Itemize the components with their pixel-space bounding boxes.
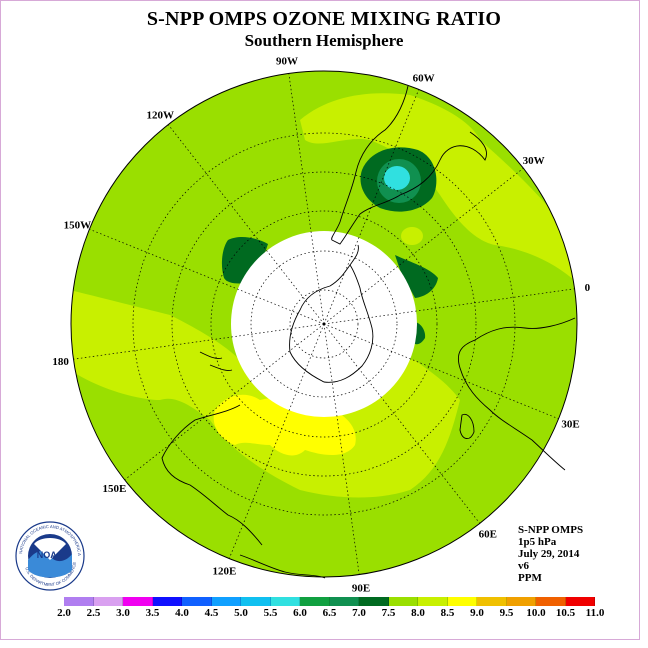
color-tick-label: 2.5: [86, 607, 101, 619]
coastline-southeast-asia: [239, 554, 326, 579]
color-swatch: [565, 597, 595, 606]
color-swatch: [359, 597, 389, 606]
color-tick-label: 7.5: [381, 607, 396, 619]
color-tick-label: 2.0: [57, 607, 71, 619]
color-tick-label: 4.5: [204, 607, 219, 619]
color-tick-label: 6.5: [322, 607, 337, 619]
color-swatch: [64, 597, 94, 606]
color-scale-bar: [64, 597, 595, 606]
info-units: PPM: [518, 572, 542, 584]
longitude-label: 180: [52, 356, 69, 368]
coastline-antarctic-peninsula: [349, 244, 359, 266]
color-tick-label: 10.5: [555, 607, 576, 619]
color-tick-label: 3.5: [145, 607, 160, 619]
color-swatch: [329, 597, 359, 606]
color-swatch: [477, 597, 507, 606]
color-tick-label: 10.0: [526, 607, 546, 619]
field-region-small: [401, 227, 423, 245]
longitude-label: 30E: [561, 419, 579, 431]
color-swatch: [388, 597, 418, 606]
longitude-label: 90W: [276, 56, 298, 68]
latitude-grid: [132, 132, 516, 516]
color-swatch: [182, 597, 212, 606]
coastline-new-zealand: [199, 351, 233, 371]
color-swatch: [536, 597, 566, 606]
info-version: v6: [518, 560, 529, 572]
coastline-africa: [457, 317, 576, 471]
color-swatch: [152, 597, 182, 606]
coastline-south-america: [331, 85, 487, 245]
coastlines: [161, 85, 576, 579]
color-swatch: [123, 597, 153, 606]
color-tick-label: 7.0: [352, 607, 366, 619]
longitude-label: 120E: [212, 566, 236, 578]
longitude-label: 0: [585, 282, 591, 294]
noaa-logo: NATIONAL OCEANIC AND ATMOSPHERIC ADMINIS…: [14, 520, 85, 591]
color-tick-label: 8.0: [411, 607, 425, 619]
info-pressure: 1p5 hPa: [518, 536, 557, 548]
color-tick-label: 8.5: [440, 607, 455, 619]
color-tick-label: 5.0: [234, 607, 248, 619]
color-swatch: [506, 597, 536, 606]
color-swatch: [93, 597, 123, 606]
longitude-label: 60E: [479, 529, 497, 541]
color-scale-ticks: 2.0 2.5 3.0 3.5 4.0 4.5 5.0 5.5 6.0 6.5 7.0 7.5 8.0 8…: [0, 607, 648, 621]
noaa-logo-text: NOAA: [37, 550, 64, 560]
color-swatch: [418, 597, 448, 606]
longitude-label: 150E: [102, 483, 126, 495]
field-region-dark-green-east: [395, 255, 438, 298]
coastline-antarctica: [289, 264, 374, 383]
color-swatch: [447, 597, 477, 606]
color-tick-label: 9.0: [470, 607, 484, 619]
info-date: July 29, 2014: [518, 548, 580, 560]
longitude-label: 150W: [64, 219, 92, 231]
color-tick-label: 11.0: [585, 607, 605, 619]
color-tick-label: 9.5: [499, 607, 514, 619]
coastline-australia: [161, 404, 263, 546]
info-block: S-NPP OMPS 1p5 hPa July 29, 2014 v6 PPM: [518, 524, 583, 584]
longitude-label: 60W: [413, 72, 435, 84]
map-boundary: [70, 70, 578, 578]
map-subtitle: Southern Hemisphere: [244, 31, 404, 50]
color-tick-label: 4.0: [175, 607, 189, 619]
color-tick-label: 5.5: [263, 607, 278, 619]
color-tick-label: 3.0: [116, 607, 130, 619]
longitude-label: 90E: [352, 582, 370, 594]
color-swatch: [241, 597, 271, 606]
pole-marker: [322, 322, 326, 326]
field-region-upper: [300, 93, 577, 290]
map-title: S-NPP OMPS OZONE MIXING RATIO: [146, 8, 502, 30]
field-region-cyan: [384, 166, 410, 190]
color-tick-label: 6.0: [293, 607, 307, 619]
coastline-madagascar: [459, 413, 475, 439]
color-swatch: [211, 597, 241, 606]
longitude-label: 30W: [523, 155, 545, 167]
figure-frame: [0, 0, 640, 640]
color-swatch: [270, 597, 300, 606]
color-swatch: [300, 597, 330, 606]
info-instrument: S-NPP OMPS: [518, 524, 584, 536]
longitude-label: 120W: [146, 109, 174, 121]
longitude-labels: 90W 60W 30W 0 30E 60E 90E 120E 150E 180 150W 120W: [52, 56, 590, 595]
